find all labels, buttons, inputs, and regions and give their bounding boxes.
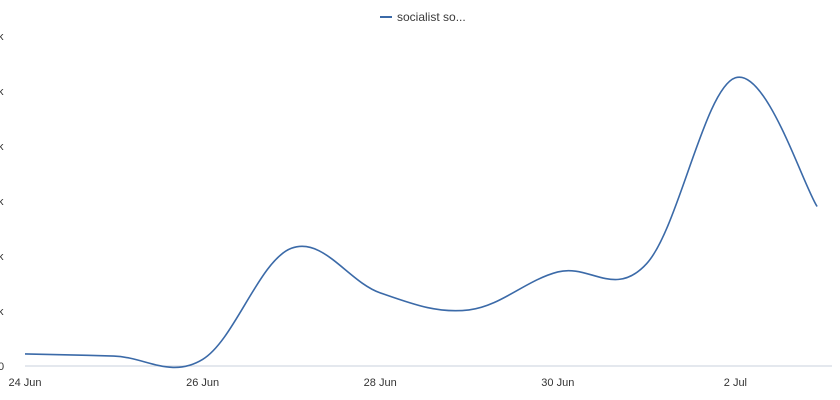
x-tick-label: 24 Jun (8, 377, 41, 389)
data-point[interactable] (22, 351, 28, 357)
data-point[interactable] (288, 245, 294, 251)
data-point[interactable] (644, 261, 650, 267)
data-point[interactable] (555, 269, 561, 275)
data-point[interactable] (200, 356, 206, 362)
legend-label: socialist so... (397, 10, 466, 24)
y-tick-label: k (0, 141, 4, 153)
y-tick-label: k (0, 306, 4, 318)
x-tick-label: 2 Jul (724, 377, 747, 389)
series-line[interactable] (24, 76, 818, 369)
data-point[interactable] (466, 307, 472, 313)
y-tick-label: k (0, 31, 4, 43)
data-point[interactable] (814, 204, 820, 210)
data-point[interactable] (111, 353, 117, 359)
axes: 24 Jun 26 Jun 28 Jun 30 Jun 2 Jul 0 k k k k k k (0, 31, 832, 389)
y-tick-label: k (0, 86, 4, 98)
y-tick-label: 0 (0, 361, 4, 373)
data-point[interactable] (377, 290, 383, 296)
y-tick-label: k (0, 251, 4, 263)
data-point[interactable] (732, 75, 738, 81)
series-layer (22, 75, 820, 369)
y-tick-label: k (0, 196, 4, 208)
legend[interactable]: socialist so... (380, 10, 466, 24)
x-tick-label: 28 Jun (364, 377, 397, 389)
x-tick-label: 26 Jun (186, 377, 219, 389)
x-tick-label: 30 Jun (541, 377, 574, 389)
